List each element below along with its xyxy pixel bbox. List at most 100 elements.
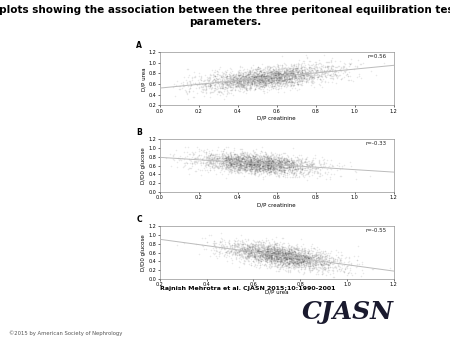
Point	[286, 264, 293, 269]
Point	[211, 239, 218, 244]
Point	[293, 256, 300, 262]
Point	[216, 164, 223, 170]
Point	[230, 159, 237, 165]
Point	[284, 163, 291, 168]
Point	[278, 159, 285, 165]
Point	[220, 163, 227, 168]
Point	[245, 161, 252, 166]
Point	[223, 78, 230, 83]
Point	[195, 81, 202, 87]
Point	[230, 81, 238, 87]
Point	[227, 166, 234, 172]
Point	[202, 82, 209, 87]
Point	[205, 161, 212, 167]
Point	[227, 74, 234, 79]
Point	[265, 166, 272, 171]
Point	[238, 253, 246, 259]
Point	[275, 247, 283, 253]
Point	[252, 155, 260, 161]
Point	[198, 78, 205, 83]
Point	[254, 72, 261, 77]
Point	[246, 71, 253, 76]
Point	[285, 254, 292, 259]
Point	[278, 156, 285, 161]
Point	[278, 256, 285, 261]
Point	[261, 81, 268, 87]
Point	[282, 73, 289, 78]
Point	[334, 255, 342, 260]
Point	[256, 76, 263, 81]
Point	[298, 63, 305, 68]
Point	[275, 80, 283, 86]
Point	[255, 163, 262, 169]
Point	[206, 148, 213, 154]
Point	[308, 161, 315, 166]
Point	[283, 246, 290, 251]
Point	[253, 163, 261, 168]
Point	[231, 158, 239, 164]
Point	[284, 76, 292, 81]
Point	[244, 79, 252, 84]
Point	[248, 241, 256, 246]
Point	[293, 70, 300, 75]
Point	[309, 164, 316, 169]
Point	[247, 73, 254, 78]
Point	[292, 250, 299, 255]
Point	[279, 73, 286, 79]
Point	[311, 165, 318, 170]
Point	[236, 163, 243, 168]
Point	[268, 256, 275, 262]
Point	[251, 167, 258, 172]
Point	[288, 255, 295, 260]
Point	[256, 168, 263, 173]
Point	[265, 161, 272, 166]
Point	[274, 249, 281, 255]
Point	[284, 78, 291, 83]
Point	[230, 76, 237, 81]
Point	[310, 75, 318, 80]
Point	[251, 74, 258, 79]
Point	[190, 70, 197, 75]
Point	[197, 152, 204, 158]
Point	[243, 77, 250, 82]
Point	[334, 255, 342, 260]
Point	[345, 60, 352, 66]
Point	[342, 69, 349, 74]
Point	[248, 165, 255, 171]
Point	[278, 170, 285, 175]
Point	[251, 251, 258, 257]
Point	[329, 269, 337, 274]
Point	[243, 85, 250, 91]
Point	[260, 251, 267, 256]
Point	[320, 250, 327, 256]
Point	[299, 78, 306, 84]
Point	[264, 163, 271, 169]
Point	[282, 262, 289, 267]
Point	[287, 79, 294, 85]
Point	[244, 251, 252, 257]
Point	[263, 246, 270, 251]
Point	[288, 160, 295, 166]
Point	[303, 70, 310, 75]
Point	[259, 161, 266, 166]
Point	[284, 67, 292, 73]
Point	[296, 253, 303, 259]
Point	[297, 70, 304, 76]
Point	[201, 157, 208, 163]
Point	[242, 165, 249, 170]
Point	[251, 83, 258, 89]
Point	[275, 254, 282, 259]
Point	[252, 171, 259, 176]
Point	[272, 67, 279, 72]
Point	[236, 155, 243, 161]
Point	[304, 163, 311, 168]
Point	[306, 260, 313, 265]
Point	[268, 258, 275, 263]
Point	[256, 159, 263, 165]
Point	[294, 260, 302, 265]
Point	[242, 75, 249, 81]
Point	[286, 258, 293, 263]
Point	[283, 69, 290, 75]
Point	[233, 77, 240, 83]
Point	[254, 247, 261, 252]
